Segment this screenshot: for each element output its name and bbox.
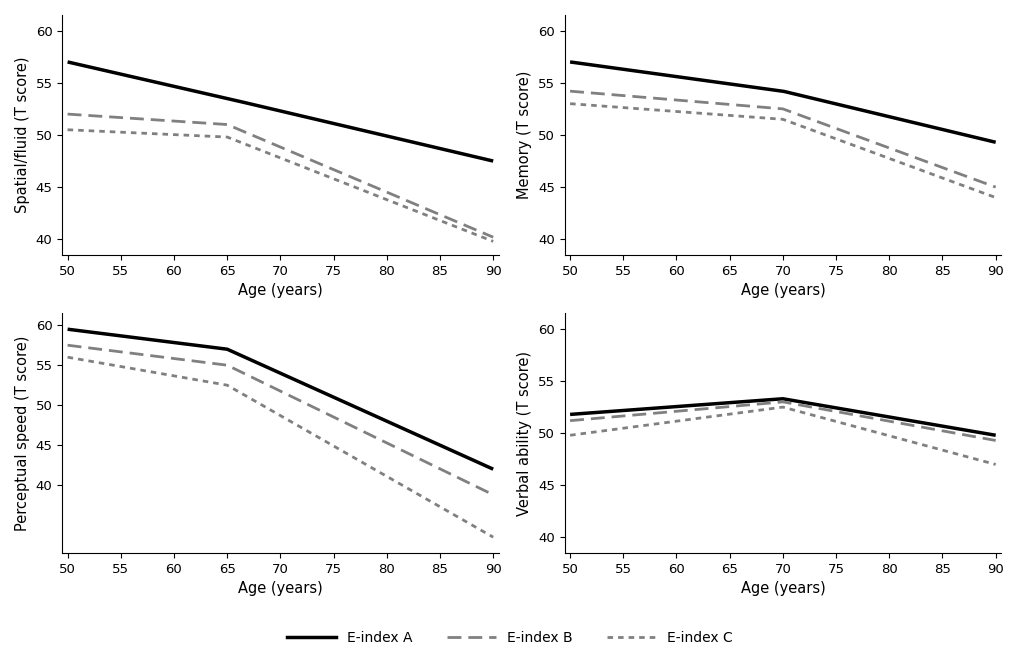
Legend: E-index A, E-index B, E-index C: E-index A, E-index B, E-index C [281, 626, 738, 650]
X-axis label: Age (years): Age (years) [237, 283, 322, 298]
X-axis label: Age (years): Age (years) [740, 283, 824, 298]
Y-axis label: Perceptual speed (T score): Perceptual speed (T score) [15, 336, 30, 531]
Y-axis label: Verbal ability (T score): Verbal ability (T score) [517, 351, 532, 516]
X-axis label: Age (years): Age (years) [237, 582, 322, 596]
X-axis label: Age (years): Age (years) [740, 582, 824, 596]
Y-axis label: Memory (T score): Memory (T score) [517, 71, 532, 199]
Y-axis label: Spatial/fluid (T score): Spatial/fluid (T score) [15, 57, 30, 214]
